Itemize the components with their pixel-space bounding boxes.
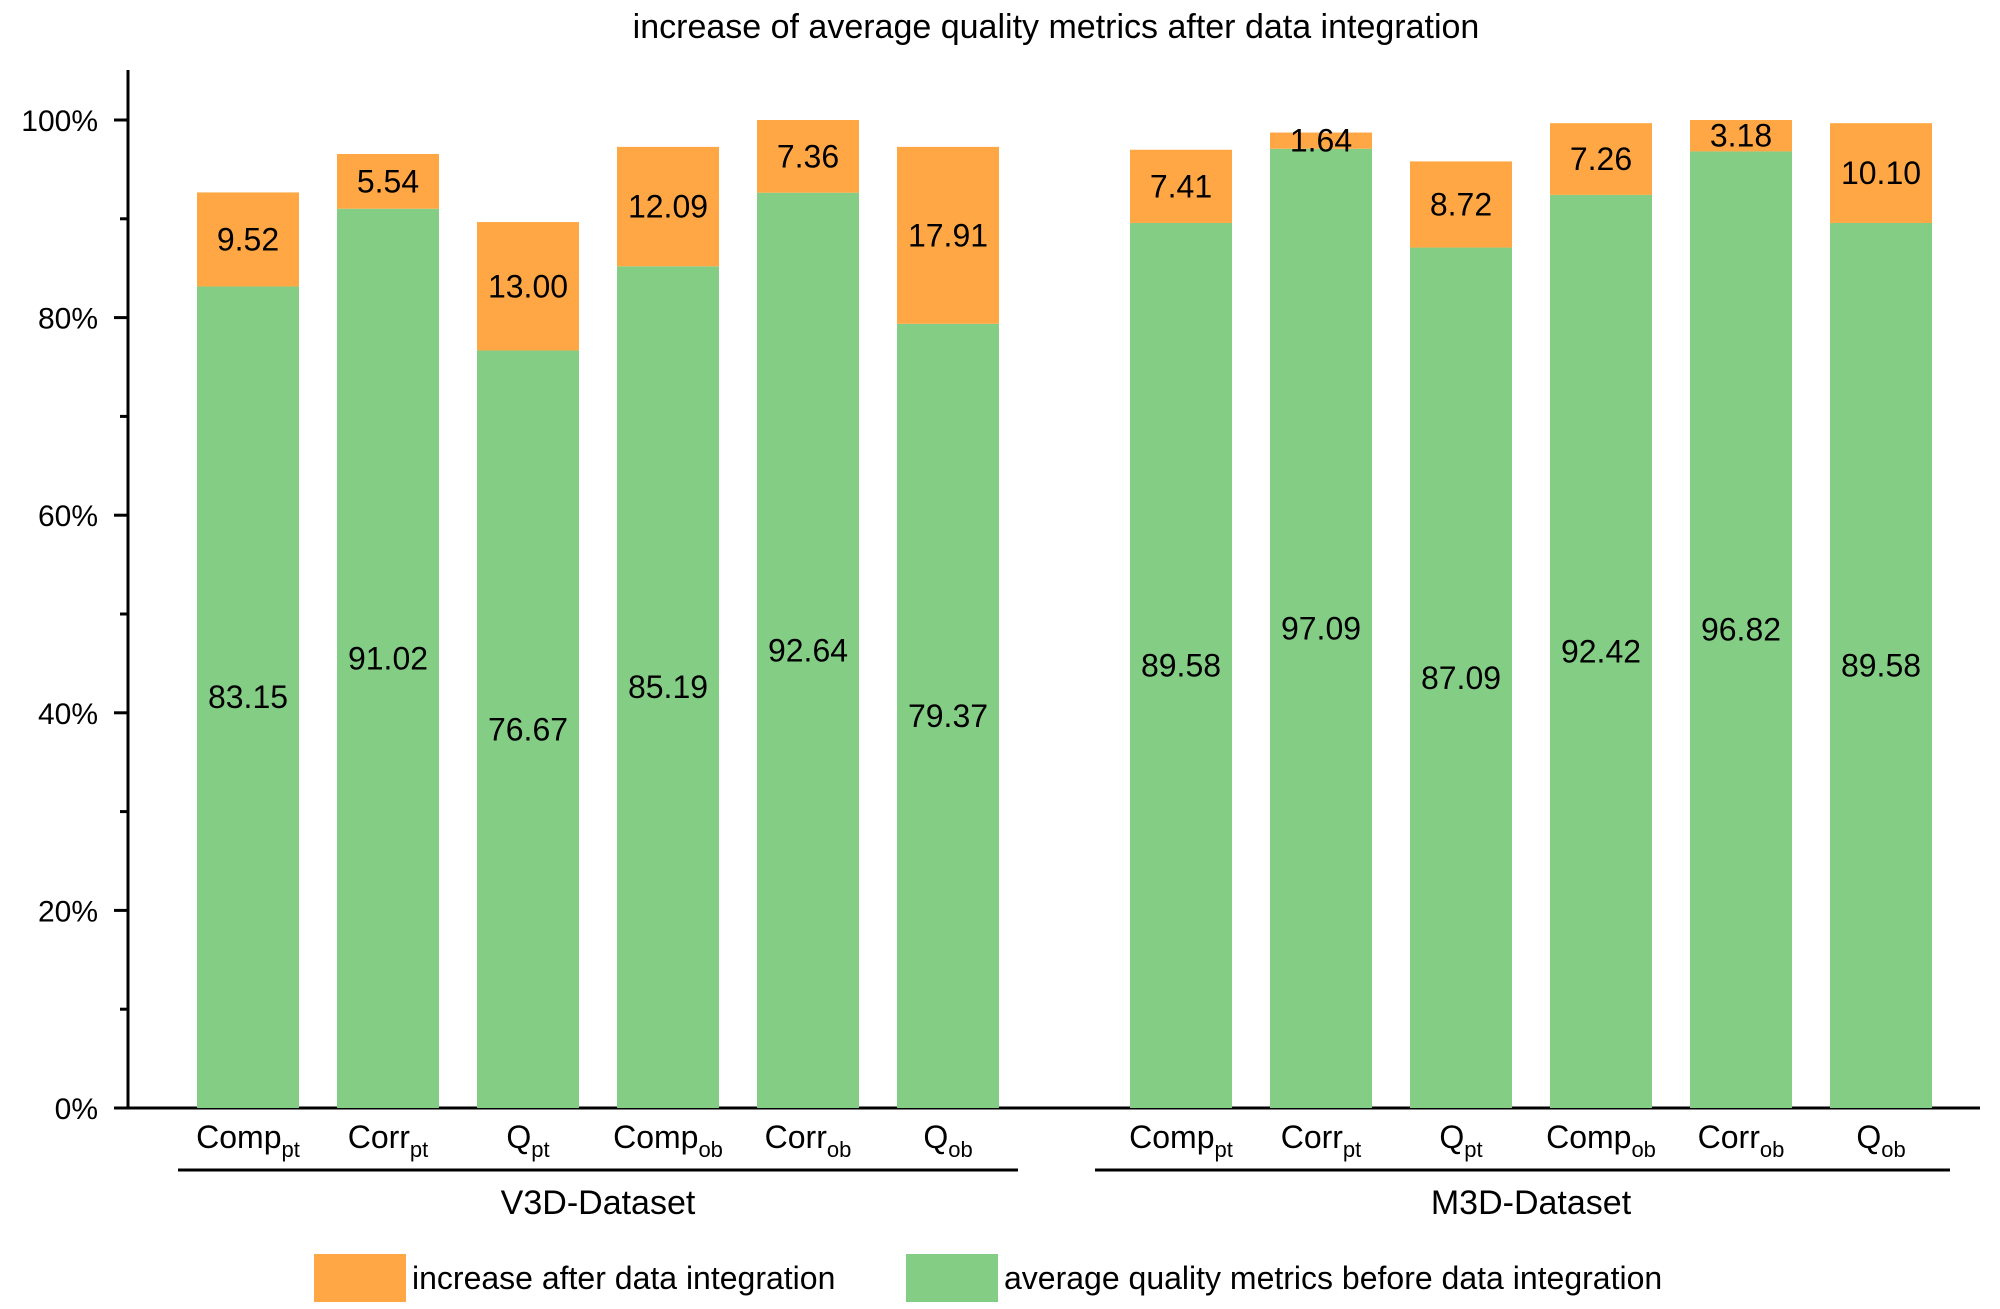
data-label-increase: 8.72	[1430, 186, 1492, 222]
bar-increase	[757, 120, 859, 193]
group-label: M3D-Dataset	[1431, 1184, 1632, 1222]
axes-layer: 0% 20% 40% 60% 80% 100% Comppt Corrpt Qpt Compob C…	[21, 70, 1980, 1222]
bar-increase	[197, 192, 299, 287]
x-tick-label: Qob	[1856, 1119, 1905, 1162]
x-tick-label: Compob	[1546, 1119, 1656, 1162]
data-label-increase: 10.10	[1841, 155, 1921, 191]
bar-labels-layer: 83.15 9.52 91.02 5.54 76.67 13.00 85.19 12.09 92…	[208, 118, 1921, 748]
y-tick-label: 80%	[38, 303, 98, 336]
bar-increase	[1410, 161, 1512, 248]
group-label: V3D-Dataset	[501, 1184, 696, 1222]
bar-base	[197, 286, 299, 1108]
data-label-base: 89.58	[1841, 647, 1921, 683]
x-tick-label: Corrob	[765, 1119, 852, 1162]
chart-title: increase of average quality metrics afte…	[633, 8, 1480, 46]
bar-increase	[1270, 132, 1372, 149]
bar-base	[897, 323, 999, 1108]
bar-increase	[617, 146, 719, 267]
data-label-base: 79.37	[908, 698, 988, 734]
x-tick-label: Compob	[613, 1119, 723, 1162]
bar-base	[1130, 222, 1232, 1109]
data-label-base: 92.42	[1561, 633, 1641, 669]
data-label-increase: 7.26	[1570, 141, 1632, 177]
bar-base	[1550, 194, 1652, 1109]
data-label-base: 83.15	[208, 679, 288, 715]
bar-base	[1690, 151, 1792, 1108]
bar-base	[337, 208, 439, 1108]
data-label-base: 97.09	[1281, 610, 1361, 646]
bar-increase	[1130, 149, 1232, 223]
x-tick-label: Qob	[923, 1119, 972, 1162]
y-tick-label: 0%	[55, 1093, 98, 1126]
x-tick-label: Qpt	[506, 1119, 549, 1162]
bar-base	[1270, 148, 1372, 1108]
legend-swatch	[906, 1254, 998, 1302]
bar-increase	[1550, 123, 1652, 195]
y-tick-label: 20%	[38, 895, 98, 928]
data-label-increase: 1.64	[1290, 123, 1352, 159]
legend: increase after data integration average q…	[314, 1254, 1662, 1302]
data-label-increase: 7.36	[777, 138, 839, 174]
data-label-base: 91.02	[348, 640, 428, 676]
bar-increase	[1830, 123, 1932, 223]
bar-base	[617, 266, 719, 1108]
x-tick-label: Comppt	[196, 1119, 300, 1162]
data-label-base: 85.19	[628, 669, 708, 705]
data-label-increase: 17.91	[908, 217, 988, 253]
x-tick-label: Corrob	[1698, 1119, 1785, 1162]
legend-swatch	[314, 1254, 406, 1302]
data-label-increase: 13.00	[488, 268, 568, 304]
data-label-base: 89.58	[1141, 647, 1221, 683]
y-tick-label: 100%	[21, 105, 98, 138]
y-tick-label: 40%	[38, 698, 98, 731]
x-tick-label: Comppt	[1129, 1119, 1233, 1162]
data-label-base: 96.82	[1701, 612, 1781, 648]
data-label-increase: 7.41	[1150, 168, 1212, 204]
legend-label: increase after data integration	[412, 1260, 835, 1296]
x-tick-label: Qpt	[1439, 1119, 1482, 1162]
data-label-base: 92.64	[768, 632, 848, 668]
legend-label: average quality metrics before data inte…	[1004, 1260, 1662, 1296]
bar-increase	[337, 153, 439, 209]
x-tick-label: Corrpt	[348, 1119, 429, 1162]
y-tick-label: 60%	[38, 500, 98, 533]
x-tick-label: Corrpt	[1281, 1119, 1362, 1162]
bar-increase	[1690, 120, 1792, 152]
data-label-increase: 12.09	[628, 189, 708, 225]
bar-increase	[897, 146, 999, 324]
data-label-base: 87.09	[1421, 660, 1501, 696]
bar-increase	[477, 222, 579, 351]
data-label-increase: 5.54	[357, 163, 419, 199]
data-label-base: 76.67	[488, 711, 568, 747]
bar-base	[1830, 222, 1932, 1109]
bars-layer	[197, 120, 1932, 1109]
bar-base	[1410, 247, 1512, 1109]
bar-base	[477, 350, 579, 1109]
data-label-increase: 3.18	[1710, 118, 1772, 154]
bar-base	[757, 192, 859, 1108]
data-label-increase: 9.52	[217, 221, 279, 257]
